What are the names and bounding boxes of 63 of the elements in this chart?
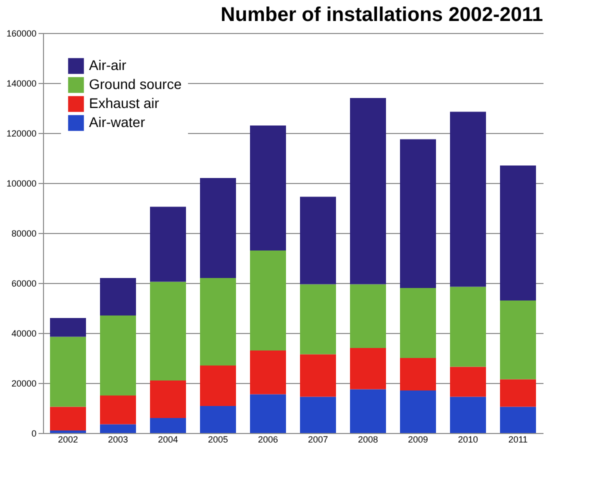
chart-title: Number of installations 2002-2011 (220, 4, 543, 26)
bar (250, 250, 286, 350)
bar (200, 406, 236, 433)
x-tick-label: 2009 (408, 434, 428, 444)
legend-label: Ground source (89, 76, 182, 92)
y-tick-label: 60000 (11, 278, 36, 288)
bar (350, 389, 386, 433)
legend-label: Air-water (89, 114, 146, 130)
x-tick-label: 2007 (308, 434, 328, 444)
bar (450, 366, 486, 397)
bar (50, 318, 86, 337)
bar (250, 126, 286, 250)
x-tick-label: 2011 (508, 434, 528, 444)
bar (250, 350, 286, 394)
y-tick-label: 100000 (6, 178, 36, 188)
bar (100, 316, 136, 396)
bar (150, 418, 186, 433)
bar (200, 278, 236, 366)
x-tick-label: 2010 (458, 434, 478, 444)
bar (300, 354, 336, 397)
bar (50, 406, 86, 430)
bar (500, 406, 536, 433)
bar (350, 98, 386, 284)
bar (150, 282, 186, 380)
bar (400, 390, 436, 433)
bar (150, 380, 186, 418)
bar (300, 396, 336, 433)
x-tick-label: 2005 (208, 434, 228, 444)
y-tick-label: 80000 (11, 228, 36, 238)
y-tick-label: 0 (31, 428, 36, 438)
y-tick-label: 120000 (6, 128, 36, 138)
x-tick-label: 2002 (58, 434, 78, 444)
legend-label: Air-air (89, 57, 127, 73)
bar (200, 178, 236, 278)
legend-label: Exhaust air (89, 95, 160, 111)
bar (100, 396, 136, 424)
bar (100, 278, 136, 316)
bar (400, 358, 436, 390)
bar (150, 206, 186, 282)
bar (500, 379, 536, 407)
x-tick-label: 2006 (258, 434, 278, 444)
x-tick-label: 2008 (358, 434, 378, 444)
bar (50, 336, 86, 407)
bar (250, 394, 286, 433)
y-tick-label: 140000 (6, 78, 36, 88)
y-tick-label: 20000 (11, 378, 36, 388)
bar (350, 284, 386, 348)
bar (300, 196, 336, 284)
bar (450, 286, 486, 367)
bar (200, 366, 236, 406)
bar (400, 139, 436, 288)
x-tick-label: 2003 (108, 434, 128, 444)
bar (500, 300, 536, 380)
bar (400, 288, 436, 358)
bar (350, 348, 386, 390)
bar (450, 396, 486, 433)
bar (300, 284, 336, 354)
bar (500, 166, 536, 300)
bar (100, 424, 136, 433)
x-tick-label: 2004 (158, 434, 178, 444)
y-tick-label: 40000 (11, 328, 36, 338)
bar (450, 112, 486, 287)
y-tick-label: 160000 (6, 28, 36, 38)
